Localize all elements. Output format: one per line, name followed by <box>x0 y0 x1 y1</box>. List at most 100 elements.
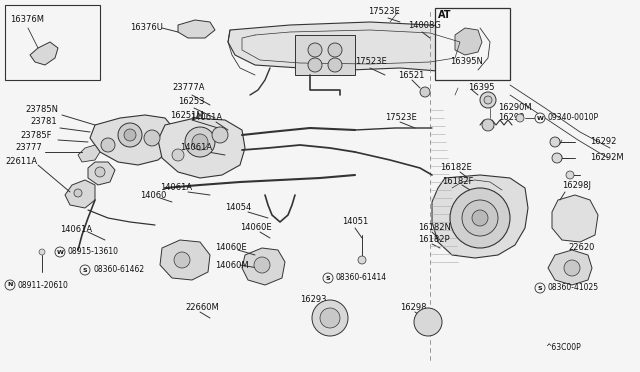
Circle shape <box>564 260 580 276</box>
Text: 16376U: 16376U <box>130 23 163 32</box>
Circle shape <box>450 188 510 248</box>
Circle shape <box>566 171 574 179</box>
Circle shape <box>308 43 322 57</box>
Circle shape <box>482 119 494 131</box>
Circle shape <box>328 43 342 57</box>
Text: 16298: 16298 <box>400 304 426 312</box>
Text: 16292M: 16292M <box>590 154 623 163</box>
Circle shape <box>484 96 492 104</box>
Text: W: W <box>536 115 543 121</box>
Text: 16290: 16290 <box>498 113 524 122</box>
Text: N: N <box>7 282 13 288</box>
Text: 16182E: 16182E <box>440 164 472 173</box>
Circle shape <box>192 134 208 150</box>
Circle shape <box>144 130 160 146</box>
Circle shape <box>5 280 15 290</box>
Text: 23785F: 23785F <box>20 131 51 140</box>
Text: 09340-0010P: 09340-0010P <box>548 113 599 122</box>
Bar <box>5 5 100 80</box>
Polygon shape <box>432 175 528 258</box>
Text: ^63C00P: ^63C00P <box>545 343 580 353</box>
Text: 22611A: 22611A <box>5 157 37 167</box>
Text: S: S <box>326 276 330 280</box>
Circle shape <box>550 137 560 147</box>
Text: 17523E: 17523E <box>385 113 417 122</box>
Text: 23781: 23781 <box>30 118 56 126</box>
Text: 22620: 22620 <box>568 244 595 253</box>
Text: 16182P: 16182P <box>418 235 450 244</box>
Text: 16395: 16395 <box>468 83 495 93</box>
Polygon shape <box>548 250 592 285</box>
Circle shape <box>254 257 270 273</box>
Polygon shape <box>552 195 598 242</box>
Text: 14061A: 14061A <box>190 113 222 122</box>
Circle shape <box>174 252 190 268</box>
Polygon shape <box>158 118 245 178</box>
Text: S: S <box>83 267 87 273</box>
Polygon shape <box>242 248 285 285</box>
Polygon shape <box>160 240 210 280</box>
Text: 16292: 16292 <box>590 138 616 147</box>
Text: 23777: 23777 <box>15 144 42 153</box>
Circle shape <box>462 200 498 236</box>
Circle shape <box>212 127 228 143</box>
Text: W: W <box>56 250 63 254</box>
Text: 16293: 16293 <box>300 295 326 305</box>
Circle shape <box>95 167 105 177</box>
Circle shape <box>308 58 322 72</box>
Polygon shape <box>90 115 175 165</box>
Text: 16251M: 16251M <box>170 110 204 119</box>
Text: 14054: 14054 <box>225 203 252 212</box>
Polygon shape <box>78 145 100 162</box>
Text: 16182N: 16182N <box>418 224 451 232</box>
Polygon shape <box>228 22 490 72</box>
Text: 14060E: 14060E <box>215 244 246 253</box>
Text: 14061A: 14061A <box>160 183 192 192</box>
Circle shape <box>420 87 430 97</box>
Text: 14060E: 14060E <box>240 224 271 232</box>
Text: 23777A: 23777A <box>172 83 205 93</box>
Circle shape <box>328 58 342 72</box>
Polygon shape <box>65 180 95 208</box>
Circle shape <box>55 247 65 257</box>
Circle shape <box>554 154 562 162</box>
Text: 16395N: 16395N <box>450 58 483 67</box>
Circle shape <box>358 256 366 264</box>
Circle shape <box>516 114 524 122</box>
Circle shape <box>39 249 45 255</box>
Text: 14051: 14051 <box>342 218 368 227</box>
Text: 08360-61462: 08360-61462 <box>93 266 144 275</box>
Circle shape <box>80 265 90 275</box>
Text: 14060M: 14060M <box>215 260 248 269</box>
Text: 14008G: 14008G <box>408 20 441 29</box>
Text: 16298J: 16298J <box>562 180 591 189</box>
Circle shape <box>118 123 142 147</box>
Circle shape <box>414 308 442 336</box>
Circle shape <box>535 283 545 293</box>
Circle shape <box>312 300 348 336</box>
Circle shape <box>74 189 82 197</box>
Text: 16290M: 16290M <box>498 103 532 112</box>
Circle shape <box>552 138 560 146</box>
Circle shape <box>480 92 496 108</box>
Text: 16253: 16253 <box>178 97 205 106</box>
Polygon shape <box>178 20 215 38</box>
Text: 08915-13610: 08915-13610 <box>68 247 119 257</box>
Circle shape <box>535 113 545 123</box>
Circle shape <box>172 149 184 161</box>
Text: 14061A: 14061A <box>60 225 92 234</box>
Circle shape <box>124 129 136 141</box>
Circle shape <box>320 308 340 328</box>
Circle shape <box>101 138 115 152</box>
Text: 22660M: 22660M <box>185 304 219 312</box>
Polygon shape <box>455 28 482 55</box>
Polygon shape <box>30 42 58 65</box>
Text: 17523E: 17523E <box>368 7 400 16</box>
Text: S: S <box>538 285 542 291</box>
Circle shape <box>323 273 333 283</box>
Text: 08360-61414: 08360-61414 <box>336 273 387 282</box>
Text: 14060: 14060 <box>140 190 166 199</box>
Text: 17523E: 17523E <box>355 58 387 67</box>
Circle shape <box>185 127 215 157</box>
Text: AT: AT <box>438 10 451 20</box>
